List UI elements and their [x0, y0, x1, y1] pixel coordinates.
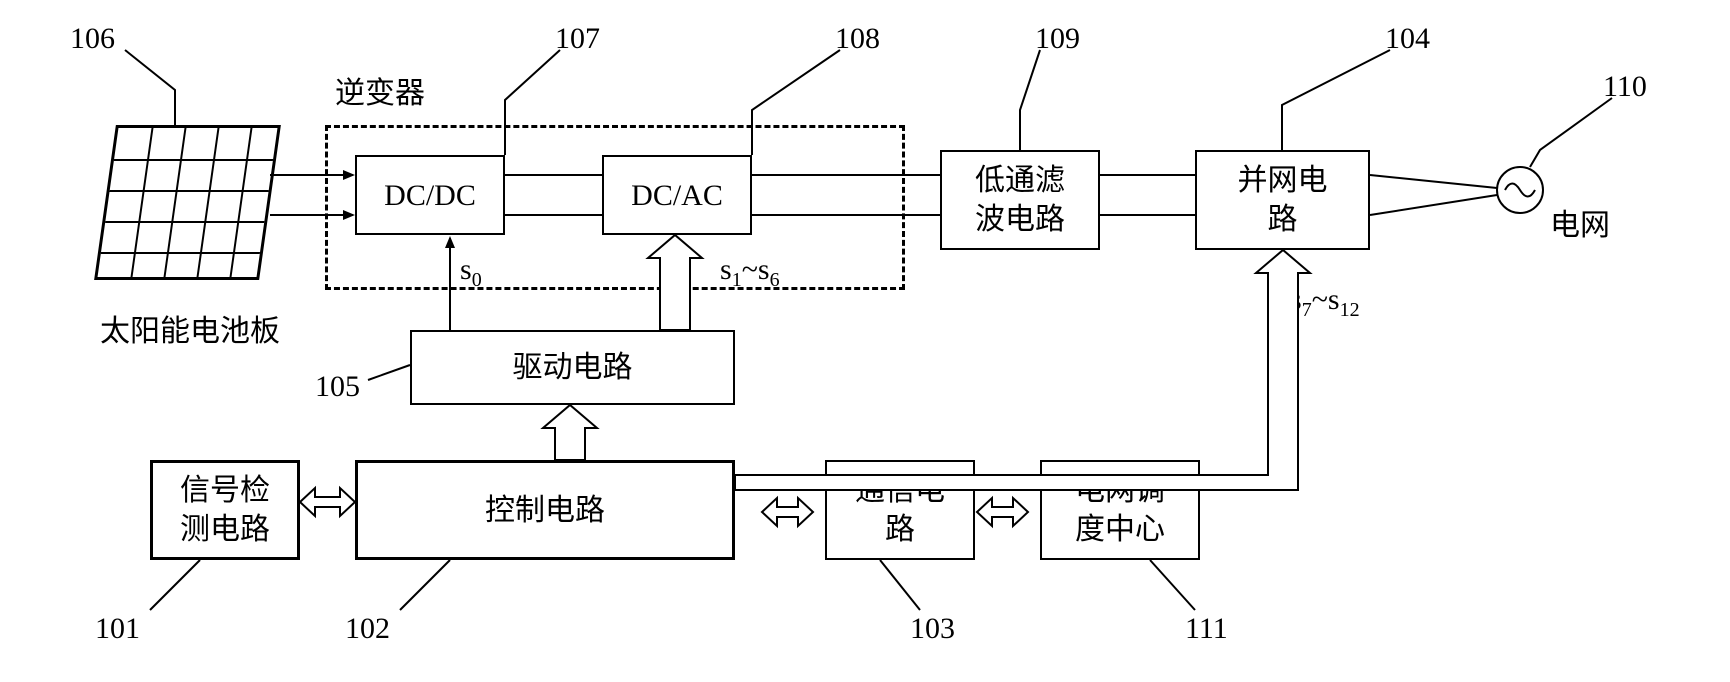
- connectors: [0, 0, 1730, 682]
